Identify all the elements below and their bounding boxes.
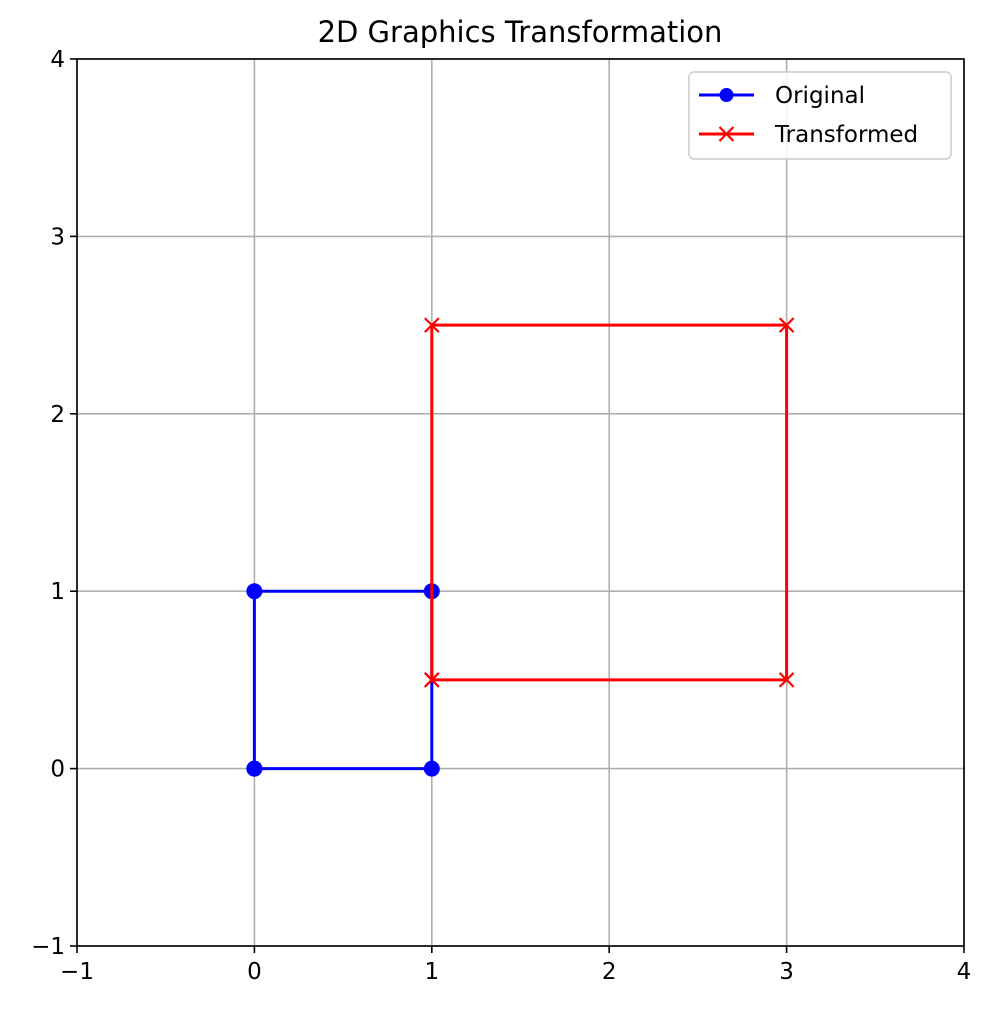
data-point-original	[246, 583, 263, 600]
x-tick-label: 2	[602, 959, 617, 985]
x-tick-label: 1	[424, 959, 439, 985]
data-point-transformed	[424, 672, 440, 688]
plot-frame	[76, 58, 965, 947]
y-tick-label: 4	[50, 47, 65, 73]
y-tick-label: −1	[31, 934, 65, 960]
data-point-transformed	[778, 317, 795, 333]
x-tick-label: −1	[60, 959, 94, 985]
legend-original-label: Original	[775, 83, 865, 109]
y-tick-label: 3	[50, 224, 65, 250]
legend-transformed-marker	[718, 126, 735, 142]
x-tick-label: 3	[779, 959, 794, 985]
legend-original-marker	[719, 88, 734, 102]
x-tick-label: 0	[247, 959, 262, 985]
y-tick-label: 1	[50, 579, 65, 605]
axis-ticks: −1 0 1 2 3 4 −1 0 1 2 3 4	[31, 47, 971, 985]
y-tick-label: 0	[50, 757, 65, 783]
series-group	[246, 317, 795, 777]
legend-box	[688, 71, 952, 160]
chart-title: 2D Graphics Transformation	[318, 15, 723, 49]
legend: Original Transformed	[688, 71, 952, 160]
y-tick-label: 2	[50, 402, 65, 428]
data-point-original	[423, 760, 440, 777]
data-point-original	[246, 760, 263, 777]
data-point-transformed	[424, 317, 440, 333]
data-point-transformed	[778, 672, 795, 688]
x-tick-label: 4	[957, 959, 972, 985]
plot-area	[77, 59, 964, 946]
legend-transformed-label: Transformed	[774, 122, 918, 148]
